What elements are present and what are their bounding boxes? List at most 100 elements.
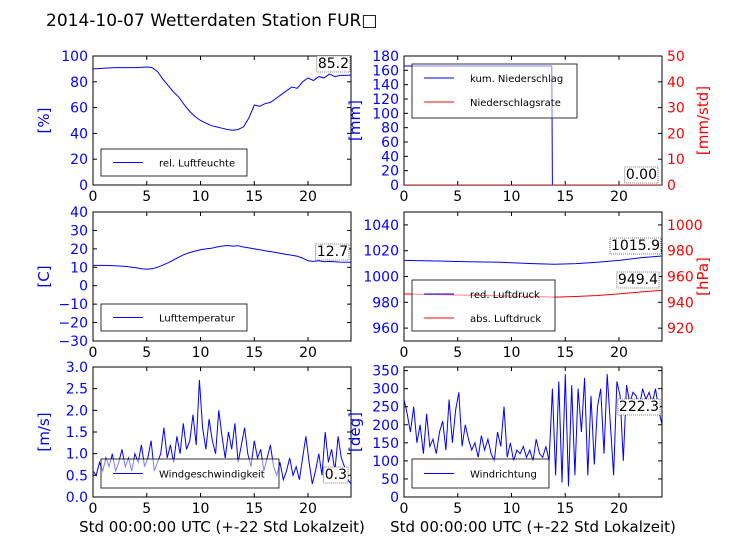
y-tick-label: 100: [372, 454, 399, 470]
y-tick-label: 960: [372, 321, 399, 337]
x-tick-label: 10: [192, 189, 210, 205]
value-annotation-box: [323, 466, 349, 484]
y-tick-label: 1.5: [66, 425, 88, 441]
x-tick-label: 15: [245, 189, 263, 205]
legend-entry: red. Luftdruck: [470, 290, 540, 301]
y-tick-label: 100: [61, 49, 88, 65]
value-annotation: 0.00: [626, 167, 657, 183]
x-axis-label-right: Std 00:00:00 UTC (+-22 Std Lokalzeit): [390, 518, 676, 536]
x-tick-label: 15: [556, 501, 574, 517]
y-tick-label: 0: [79, 279, 88, 295]
y-tick-label: 300: [372, 382, 399, 398]
x-tick-label: 5: [453, 501, 462, 517]
y-tick-label: 20: [381, 164, 399, 180]
series-line-1: [93, 244, 351, 270]
y2-tick-label: 920: [667, 321, 694, 337]
figure-title: 2014-10-07 Wetterdaten Station FUR□: [46, 11, 377, 31]
y2-tick-label: 20: [667, 126, 685, 142]
y-tick-label: 60: [381, 135, 399, 151]
y-tick-label: 30: [70, 223, 88, 239]
x-tick-label: 5: [142, 345, 151, 361]
y2-tick-label: 40: [667, 75, 685, 91]
x-tick-label: 20: [299, 345, 317, 361]
x-tick-label: 15: [556, 189, 574, 205]
legend-entry: Windgeschwindigkeit: [159, 470, 265, 481]
y-tick-label: 10: [70, 260, 88, 276]
y-axis-label: [mm]: [346, 100, 364, 141]
x-tick-label: 20: [610, 501, 628, 517]
series-line-1: [404, 255, 662, 265]
y-tick-label: −30: [58, 334, 88, 350]
legend-entry: kum. Niederschlag: [470, 74, 563, 85]
value-annotation-box: [609, 237, 662, 255]
value-annotation: 85.2: [318, 56, 349, 72]
y-tick-label: 1040: [363, 218, 399, 234]
y-tick-label: 3.0: [66, 360, 88, 376]
y-tick-label: 20: [70, 152, 88, 168]
x-tick-label: 0: [400, 189, 409, 205]
value-annotation-box: [315, 243, 350, 261]
y-tick-label: −10: [58, 297, 88, 313]
y-tick-label: 40: [70, 205, 88, 221]
x-tick-label: 20: [610, 189, 628, 205]
series-line-1: [93, 66, 351, 131]
series-line-1: [93, 379, 351, 485]
y-tick-label: 40: [381, 149, 399, 165]
x-tick-label: 5: [453, 345, 462, 361]
value-annotation-box: [617, 398, 661, 416]
y-tick-label: 50: [381, 472, 399, 488]
y2-tick-label: 1000: [667, 218, 703, 234]
y2-tick-label: 960: [667, 270, 694, 286]
legend-entry: Lufttemperatur: [159, 314, 236, 325]
y2-tick-label: 0: [667, 178, 676, 194]
legend-box: [411, 63, 578, 119]
y-tick-label: 0: [79, 178, 88, 194]
x-tick-label: 10: [503, 189, 521, 205]
y-tick-label: 2.0: [66, 403, 88, 419]
y-tick-label: 1000: [363, 270, 399, 286]
y-tick-label: 120: [372, 92, 399, 108]
x-tick-label: 5: [453, 189, 462, 205]
x-tick-label: 15: [245, 501, 263, 517]
value-annotation-box: [616, 271, 660, 289]
legend-box: [100, 148, 248, 177]
legend-entry: rel. Luftfeuchte: [159, 159, 235, 170]
y2-axis-label: [hPa]: [694, 257, 712, 296]
x-tick-label: 10: [503, 501, 521, 517]
value-annotation: 0.3: [325, 467, 347, 483]
y-tick-label: 350: [372, 364, 399, 380]
y2-axis-label: [mm/std]: [694, 86, 712, 155]
y-tick-label: 40: [70, 126, 88, 142]
y-tick-label: 0: [390, 178, 399, 194]
y-tick-label: 100: [372, 106, 399, 122]
y2-tick-label: 50: [667, 49, 685, 65]
x-tick-label: 5: [142, 189, 151, 205]
y-tick-label: 20: [70, 242, 88, 258]
x-tick-label: 10: [503, 345, 521, 361]
y-tick-label: 80: [70, 75, 88, 91]
value-annotation: 12.7: [317, 244, 348, 260]
y-tick-label: −20: [58, 316, 88, 332]
legend-box: [411, 279, 556, 332]
panel-4: 0 5 10 15 20 960 980 1000 1020 1040 920 940 960 980 10…: [363, 211, 712, 361]
y-tick-label: 200: [372, 418, 399, 434]
value-annotation: 1015.9: [611, 238, 660, 254]
x-tick-label: 0: [89, 189, 98, 205]
value-annotation-box: [624, 166, 659, 184]
value-annotation-box: [316, 55, 351, 73]
x-tick-label: 0: [89, 501, 98, 517]
y-tick-label: 1020: [363, 244, 399, 260]
y-axis-label: [%]: [35, 108, 53, 134]
y-tick-label: 980: [372, 295, 399, 311]
y-tick-label: 0.5: [66, 468, 88, 484]
x-tick-label: 0: [400, 501, 409, 517]
y-tick-label: 60: [70, 101, 88, 117]
y-tick-label: 0.0: [66, 490, 88, 506]
legend-box: [100, 458, 280, 489]
x-tick-label: 20: [299, 189, 317, 205]
legend-entry: abs. Luftdruck: [470, 314, 541, 325]
y2-tick-label: 980: [667, 244, 694, 260]
y-tick-label: 250: [372, 400, 399, 416]
